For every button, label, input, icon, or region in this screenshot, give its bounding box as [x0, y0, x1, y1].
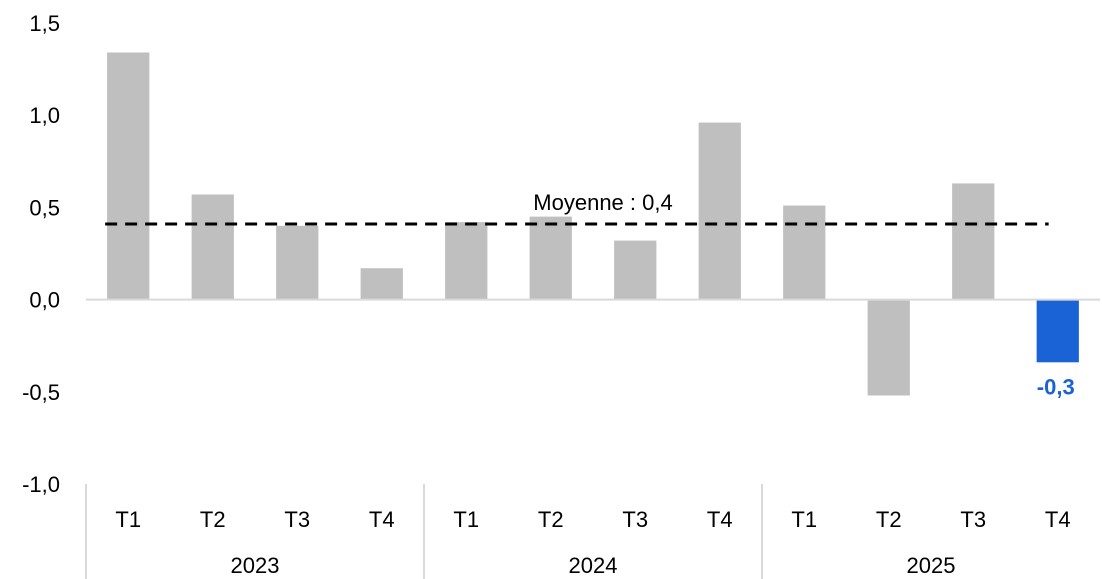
bar — [614, 240, 657, 300]
y-axis: 1,5 1,0 0,5 0,0 -0,5 -1,0 — [22, 11, 60, 497]
bar — [191, 194, 234, 300]
average-line-group: Moyenne : 0,4 -0,3 — [105, 190, 1075, 399]
bar — [529, 216, 572, 300]
x-tick-label: T3 — [960, 507, 986, 532]
bar — [783, 205, 826, 300]
x-tick-label: T3 — [622, 507, 648, 532]
average-label: Moyenne : 0,4 — [533, 190, 672, 215]
y-tick-label: 1,5 — [29, 11, 60, 36]
x-tick-label: T2 — [876, 507, 902, 532]
x-tick-label: T4 — [1045, 507, 1071, 532]
x-group-label: 2023 — [231, 553, 280, 578]
bar — [360, 268, 403, 300]
x-tick-label: T1 — [453, 507, 479, 532]
bar — [107, 52, 150, 300]
x-tick-label: T1 — [791, 507, 817, 532]
bar — [276, 225, 319, 300]
x-tick-label: T2 — [538, 507, 564, 532]
bar-highlight — [1036, 299, 1079, 363]
bars — [107, 52, 1079, 396]
x-tick-label: T2 — [200, 507, 226, 532]
x-tick-label: T3 — [284, 507, 310, 532]
bar — [952, 183, 995, 300]
y-tick-label: 0,5 — [29, 195, 60, 220]
bar — [867, 299, 910, 396]
highlight-value-label: -0,3 — [1037, 374, 1075, 399]
x-group-label: 2025 — [907, 553, 956, 578]
x-group-label: 2024 — [569, 553, 618, 578]
y-tick-label: 0,0 — [29, 288, 60, 313]
bar — [445, 222, 488, 300]
x-axis: T1 T2 T3 T4 T1 T2 T3 T4 T1 T2 T3 T4 2023 2024 2025 — [85, 484, 1071, 579]
y-tick-label: -0,5 — [22, 380, 60, 405]
bar — [698, 122, 741, 300]
x-tick-label: T4 — [707, 507, 733, 532]
x-tick-label: T4 — [369, 507, 395, 532]
x-tick-label: T1 — [115, 507, 141, 532]
y-tick-label: -1,0 — [22, 472, 60, 497]
y-tick-label: 1,0 — [29, 103, 60, 128]
